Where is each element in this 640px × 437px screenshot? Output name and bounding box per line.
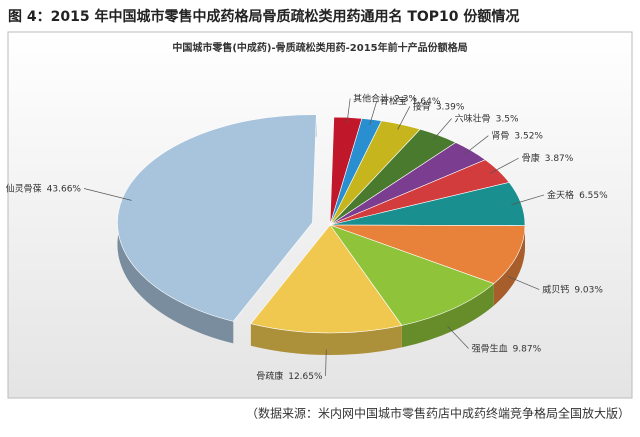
slice-label: 金天格 6.55% (547, 188, 608, 200)
leader-line (447, 326, 469, 349)
slice (250, 224, 403, 334)
slice-label: 骨松宝 1.64% (380, 94, 441, 106)
value-label: 43.66% (47, 184, 82, 194)
leader-line (464, 135, 489, 155)
leader-line (489, 157, 519, 174)
slice (329, 224, 495, 326)
category-label: 其他合计 (353, 92, 389, 104)
source-note: （数据来源：米内网中国城市零售药店中成药终端竞争格局全国放大版） (246, 406, 630, 421)
value-label: 12.65% (288, 371, 323, 381)
slice-label: 骨康 3.87% (522, 152, 574, 164)
slice-label: 强骨生血 9.87% (472, 342, 542, 354)
value-label: 9.87% (513, 344, 542, 354)
category-label: 肾骨 (491, 130, 509, 141)
leader-line (507, 275, 540, 290)
slice-label: 骨疏康 12.65% (256, 369, 323, 381)
category-label: 威贝钙 (542, 283, 569, 295)
leader-line (83, 188, 132, 201)
slice-side (493, 225, 525, 306)
slice (117, 114, 317, 322)
slice-side (401, 283, 494, 348)
leader-line (511, 194, 545, 205)
slice (329, 224, 526, 284)
category-label: 仙灵骨葆 (6, 182, 42, 194)
category-label: 骨松宝 (380, 94, 407, 106)
value-label: 2.3% (394, 94, 417, 104)
leader-line (432, 118, 452, 141)
value-label: 6.55% (579, 190, 608, 200)
category-label: 强骨生血 (472, 342, 508, 354)
value-label: 3.39% (436, 102, 465, 112)
leader-line (346, 98, 351, 123)
category-label: 骨康 (522, 152, 540, 164)
chart-title: 中国城市零售(中成药)-骨质疏松类用药-2015年前十产品份额格局 (172, 41, 467, 54)
slice-label: 肾骨 3.52% (491, 130, 543, 141)
leader-line (325, 349, 327, 376)
category-label: 骨疏康 (256, 369, 283, 381)
slice-label: 威贝钙 9.03% (542, 283, 603, 295)
category-label: 金天格 (547, 188, 574, 200)
value-label: 3.5% (496, 114, 519, 124)
leader-line (397, 106, 411, 130)
value-label: 3.52% (514, 131, 543, 141)
slice-label: 六味壮骨 3.5% (455, 112, 519, 124)
value-label: 3.87% (545, 154, 574, 164)
leader-line (369, 100, 378, 125)
slice-label: 其他合计 2.3% (353, 92, 417, 104)
category-label: 六味壮骨 (455, 112, 491, 124)
slice-label: 仙灵骨葆 43.66% (6, 182, 82, 194)
category-label: 接骨 (413, 100, 431, 112)
slice-label: 接骨 3.39% (413, 100, 465, 112)
pie: 其他合计 2.3%骨松宝 1.64%接骨 3.39%六味壮骨 3.5% 肾骨 3.52% 骨康… (6, 92, 608, 381)
heading: 图 4：2015 年中国城市零售中成药格局骨质疏松类用药通用名 TOP10 份额… (8, 8, 519, 25)
value-label: 1.64% (412, 96, 441, 106)
value-label: 9.03% (574, 285, 603, 295)
